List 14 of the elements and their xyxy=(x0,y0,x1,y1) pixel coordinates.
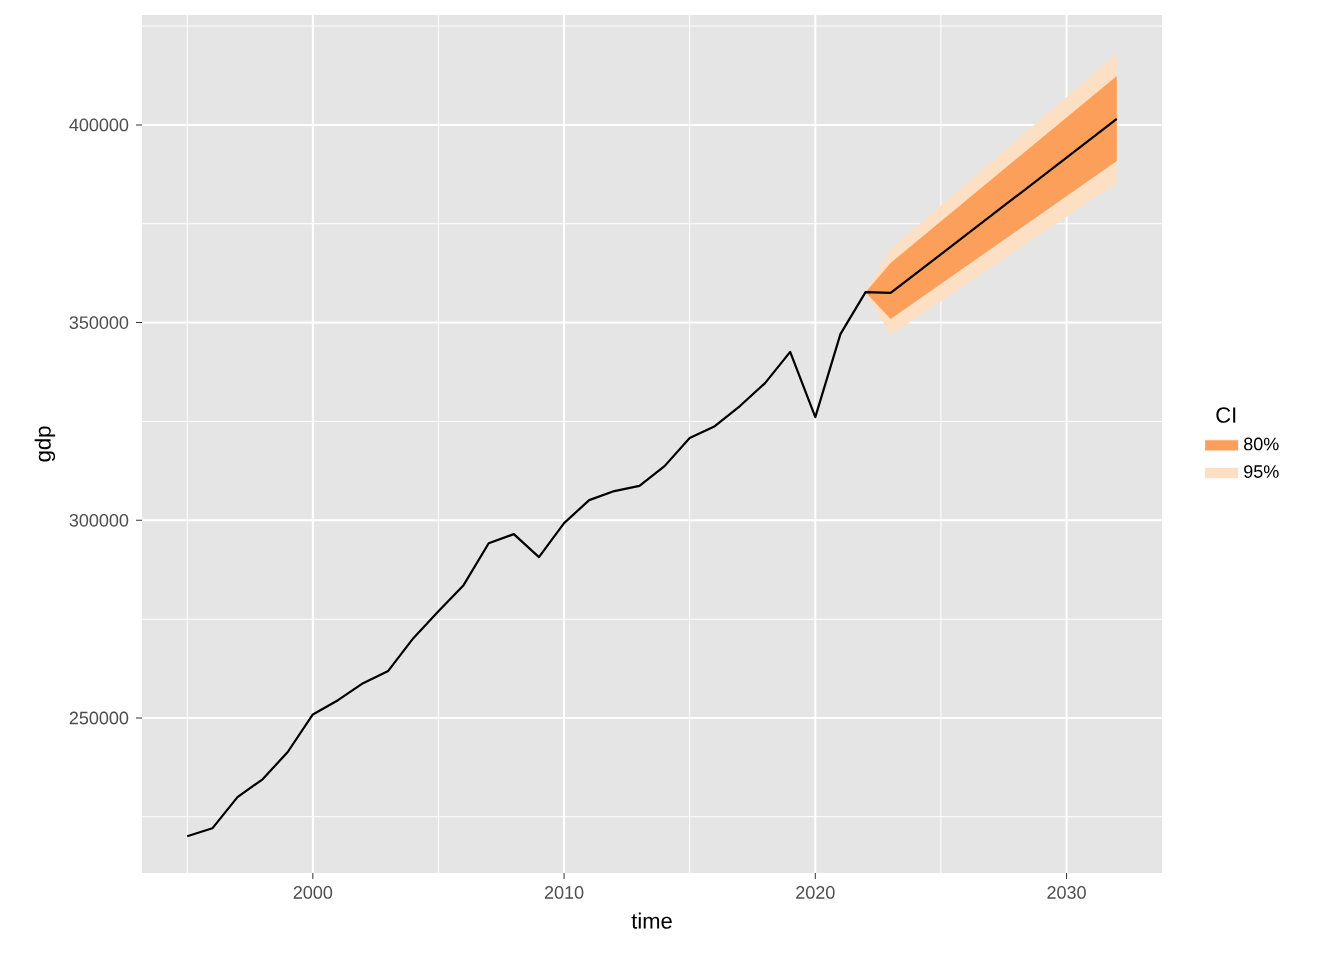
y-tick-label: 250000 xyxy=(69,711,129,725)
x-tick-label: 2010 xyxy=(544,886,584,899)
x-tick-label: 2030 xyxy=(1047,886,1086,899)
legend-label: 80% xyxy=(1244,437,1279,451)
legend-label: 95% xyxy=(1244,465,1279,478)
x-tick-label: 2000 xyxy=(293,886,333,899)
x-tick-label: 2020 xyxy=(796,886,835,899)
legend-title: CI xyxy=(1216,407,1236,423)
x-axis-title: time xyxy=(631,912,672,929)
y-axis-title: gdp xyxy=(34,426,56,462)
y-tick-label: 350000 xyxy=(69,316,129,329)
y-tick-label: 400000 xyxy=(69,118,129,132)
line-series xyxy=(186,117,1118,838)
y-tick-label: 300000 xyxy=(69,513,129,527)
